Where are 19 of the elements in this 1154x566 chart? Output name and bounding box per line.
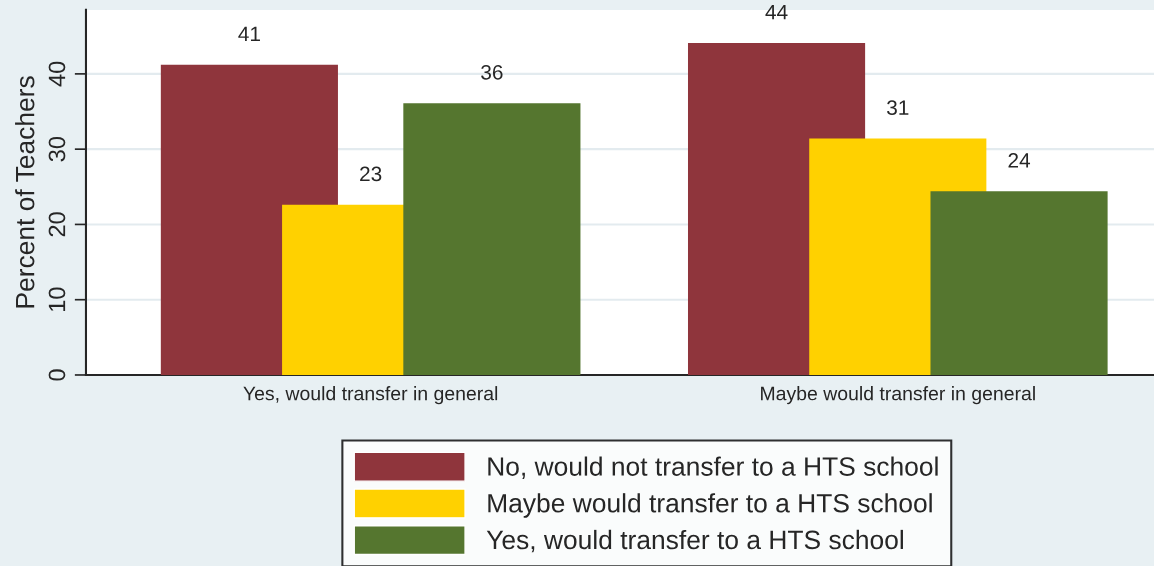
data-label: 44 bbox=[765, 4, 788, 20]
data-label: 23 bbox=[360, 166, 382, 182]
legend-label: Yes, would transfer to a HTS school bbox=[486, 529, 903, 553]
legend-label: No, would not transfer to a HTS school bbox=[488, 456, 938, 479]
y-tick-label: 40 bbox=[48, 61, 66, 87]
y-tick-label: 0 bbox=[48, 369, 66, 381]
legend-label: Maybe would transfer to a HTS school bbox=[488, 493, 932, 518]
data-label: 41 bbox=[238, 26, 260, 42]
bar bbox=[930, 191, 1108, 375]
data-label: 36 bbox=[481, 64, 503, 80]
y-axis-title: Percent of Teachers bbox=[15, 76, 35, 308]
x-tick-label: Yes, would transfer in general bbox=[243, 386, 498, 405]
y-tick-label: 20 bbox=[48, 212, 66, 237]
data-label: 24 bbox=[1008, 153, 1031, 168]
bar bbox=[403, 103, 581, 375]
data-label: 31 bbox=[887, 100, 909, 116]
y-tick-label: 10 bbox=[48, 287, 66, 312]
x-tick-label: Maybe would transfer in general bbox=[761, 386, 1035, 405]
y-tick-label: 30 bbox=[48, 136, 66, 162]
